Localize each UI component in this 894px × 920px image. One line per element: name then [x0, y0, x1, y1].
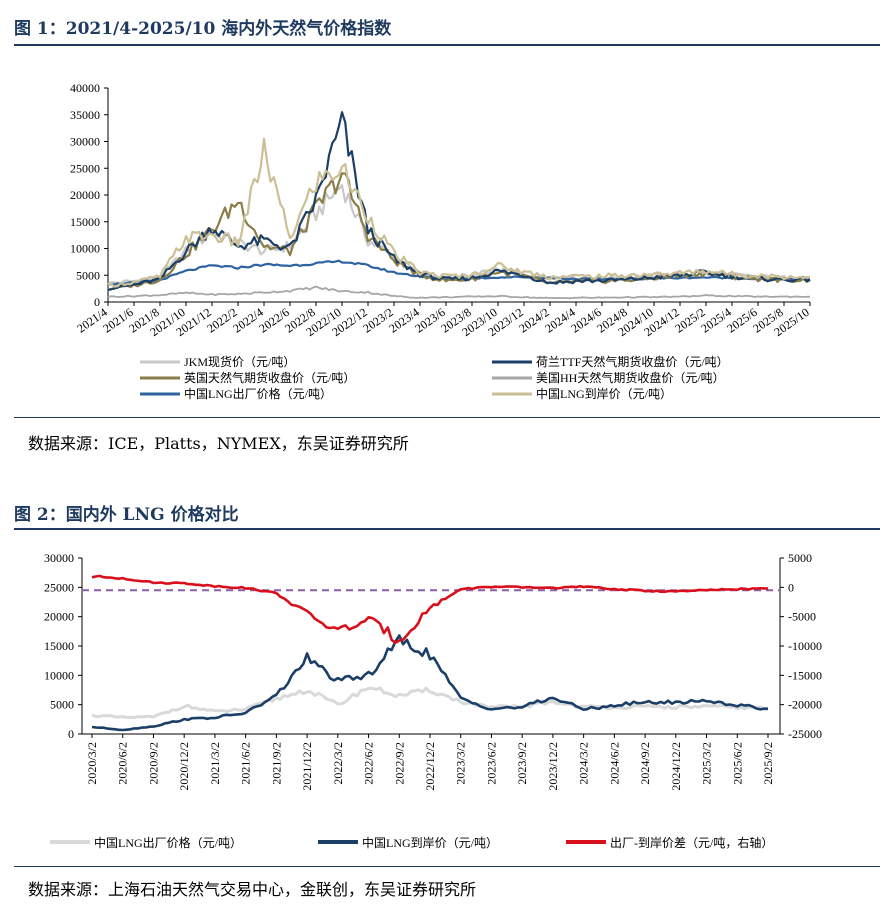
x-tick-label: 2021/9/2 [269, 742, 283, 785]
y-tick-label: 20000 [70, 188, 100, 202]
legend-label: 荷兰TTF天然气期货收盘价（元/吨） [536, 354, 729, 369]
legend-label: 中国LNG出厂价格（元/吨） [184, 386, 332, 401]
legend-label: 中国LNG到岸价（元/吨） [362, 835, 498, 850]
y2-tick-label: -25000 [788, 727, 822, 741]
x-tick-label: 2023/9/2 [515, 742, 529, 785]
y-tick-label: 25000 [44, 580, 74, 594]
x-tick-label: 2025/9/2 [761, 742, 775, 785]
figure-1-bottom-rule [14, 417, 880, 418]
y2-tick-label: 5000 [788, 551, 812, 565]
figure-1-title-rule [14, 44, 880, 46]
y2-tick-label: -5000 [788, 610, 816, 624]
y-tick-label: 0 [68, 727, 74, 741]
x-tick-label: 2023/3/2 [454, 742, 468, 785]
y-tick-label: 5000 [50, 698, 74, 712]
x-tick-label: 2022/3/2 [331, 742, 345, 785]
x-tick-label: 2025/6/2 [730, 742, 744, 785]
series-line [91, 686, 769, 720]
figure-2-title: 图 2：国内外 LNG 价格对比 [14, 505, 239, 525]
x-tick-label: 2020/9/2 [146, 742, 160, 785]
x-tick-label: 2022/12/2 [423, 742, 437, 791]
legend-label: 美国HH天然气期货收盘价（元/吨） [536, 370, 725, 385]
legend-label: 英国天然气期货收盘价（元/吨） [184, 370, 355, 385]
x-tick-label: 2024/3/2 [577, 742, 591, 785]
chart-1: 0 5000 10000 15000 20000 25000 30000 35000 40000… [70, 81, 812, 401]
legend-label: 中国LNG到岸价（元/吨） [536, 386, 672, 401]
x-tick-label: 2025/3/2 [700, 742, 714, 785]
x-tick-label: 2021/3/2 [208, 742, 222, 785]
y-tick-label: 30000 [70, 135, 100, 149]
x-tick-label: 2020/6/2 [116, 742, 130, 785]
x-tick-label: 2023/6/2 [484, 742, 498, 785]
x-tick-label: 2020/12/2 [177, 742, 191, 791]
x-tick-label: 2023/12/2 [546, 742, 560, 791]
y-tick-label: 10000 [70, 242, 100, 256]
x-tick-label: 2022/9/2 [392, 742, 406, 785]
y2-tick-label: 0 [788, 580, 794, 594]
chart-1-legend: JKM现货价（元/吨） 荷兰TTF天然气期货收盘价（元/吨） 英国天然气期货收盘价（… [140, 354, 729, 401]
x-tick-label: 2024/12/2 [669, 742, 683, 791]
y-tick-label: 35000 [70, 108, 100, 122]
chart-2-series [82, 574, 780, 732]
x-tick-label: 2020/3/2 [85, 742, 99, 785]
y-tick-label: 20000 [44, 610, 74, 624]
chart-2-axes: 0 5000 10000 15000 20000 25000 30000 -25000 -200… [44, 551, 822, 791]
x-tick-label: 2022/6/2 [362, 742, 376, 785]
figure-1-title: 图 1：2021/4-2025/10 海内外天然气价格指数 [14, 19, 392, 39]
y-tick-label: 40000 [70, 81, 100, 95]
series-line [91, 634, 769, 732]
chart-1-axes: 0 5000 10000 15000 20000 25000 30000 35000 40000… [70, 81, 812, 339]
y-tick-label: 25000 [70, 161, 100, 175]
chart-2-legend: 中国LNG出厂价格（元/吨） 中国LNG到岸价（元/吨） 出厂-到岸价差（元/吨，右… [50, 835, 773, 850]
y-tick-label: 15000 [70, 215, 100, 229]
x-tick-label: 2021/6/2 [239, 742, 253, 785]
legend-label: 中国LNG出厂价格（元/吨） [94, 835, 242, 850]
y-tick-label: 5000 [76, 268, 100, 282]
series-line [107, 285, 811, 300]
chart-1-series [107, 111, 811, 300]
y-tick-label: 30000 [44, 551, 74, 565]
figure-2-source: 数据来源：上海石油天然气交易中心，金联创，东吴证券研究所 [28, 880, 477, 899]
y2-tick-label: -20000 [788, 698, 822, 712]
figure-2-bottom-rule [14, 866, 880, 867]
figure-2-title-rule [14, 528, 880, 530]
series-line [108, 137, 811, 288]
x-tick-label: 2024/9/2 [638, 742, 652, 785]
y2-tick-label: -10000 [788, 639, 822, 653]
y-tick-label: 15000 [44, 639, 74, 653]
series-line [91, 574, 769, 645]
series-line [107, 111, 811, 291]
x-tick-label: 2024/6/2 [607, 742, 621, 785]
legend-label: 出厂-到岸价差（元/吨，右轴） [610, 835, 773, 850]
figure-1-source: 数据来源：ICE，Platts，NYMEX，东吴证券研究所 [28, 434, 409, 453]
y-tick-label: 0 [94, 295, 100, 309]
chart-2: 0 5000 10000 15000 20000 25000 30000 -25000 -200… [44, 551, 822, 850]
x-tick-label: 2021/12/2 [300, 742, 314, 791]
y2-tick-label: -15000 [788, 668, 822, 682]
y-tick-label: 10000 [44, 668, 74, 682]
legend-label: JKM现货价（元/吨） [184, 354, 295, 369]
